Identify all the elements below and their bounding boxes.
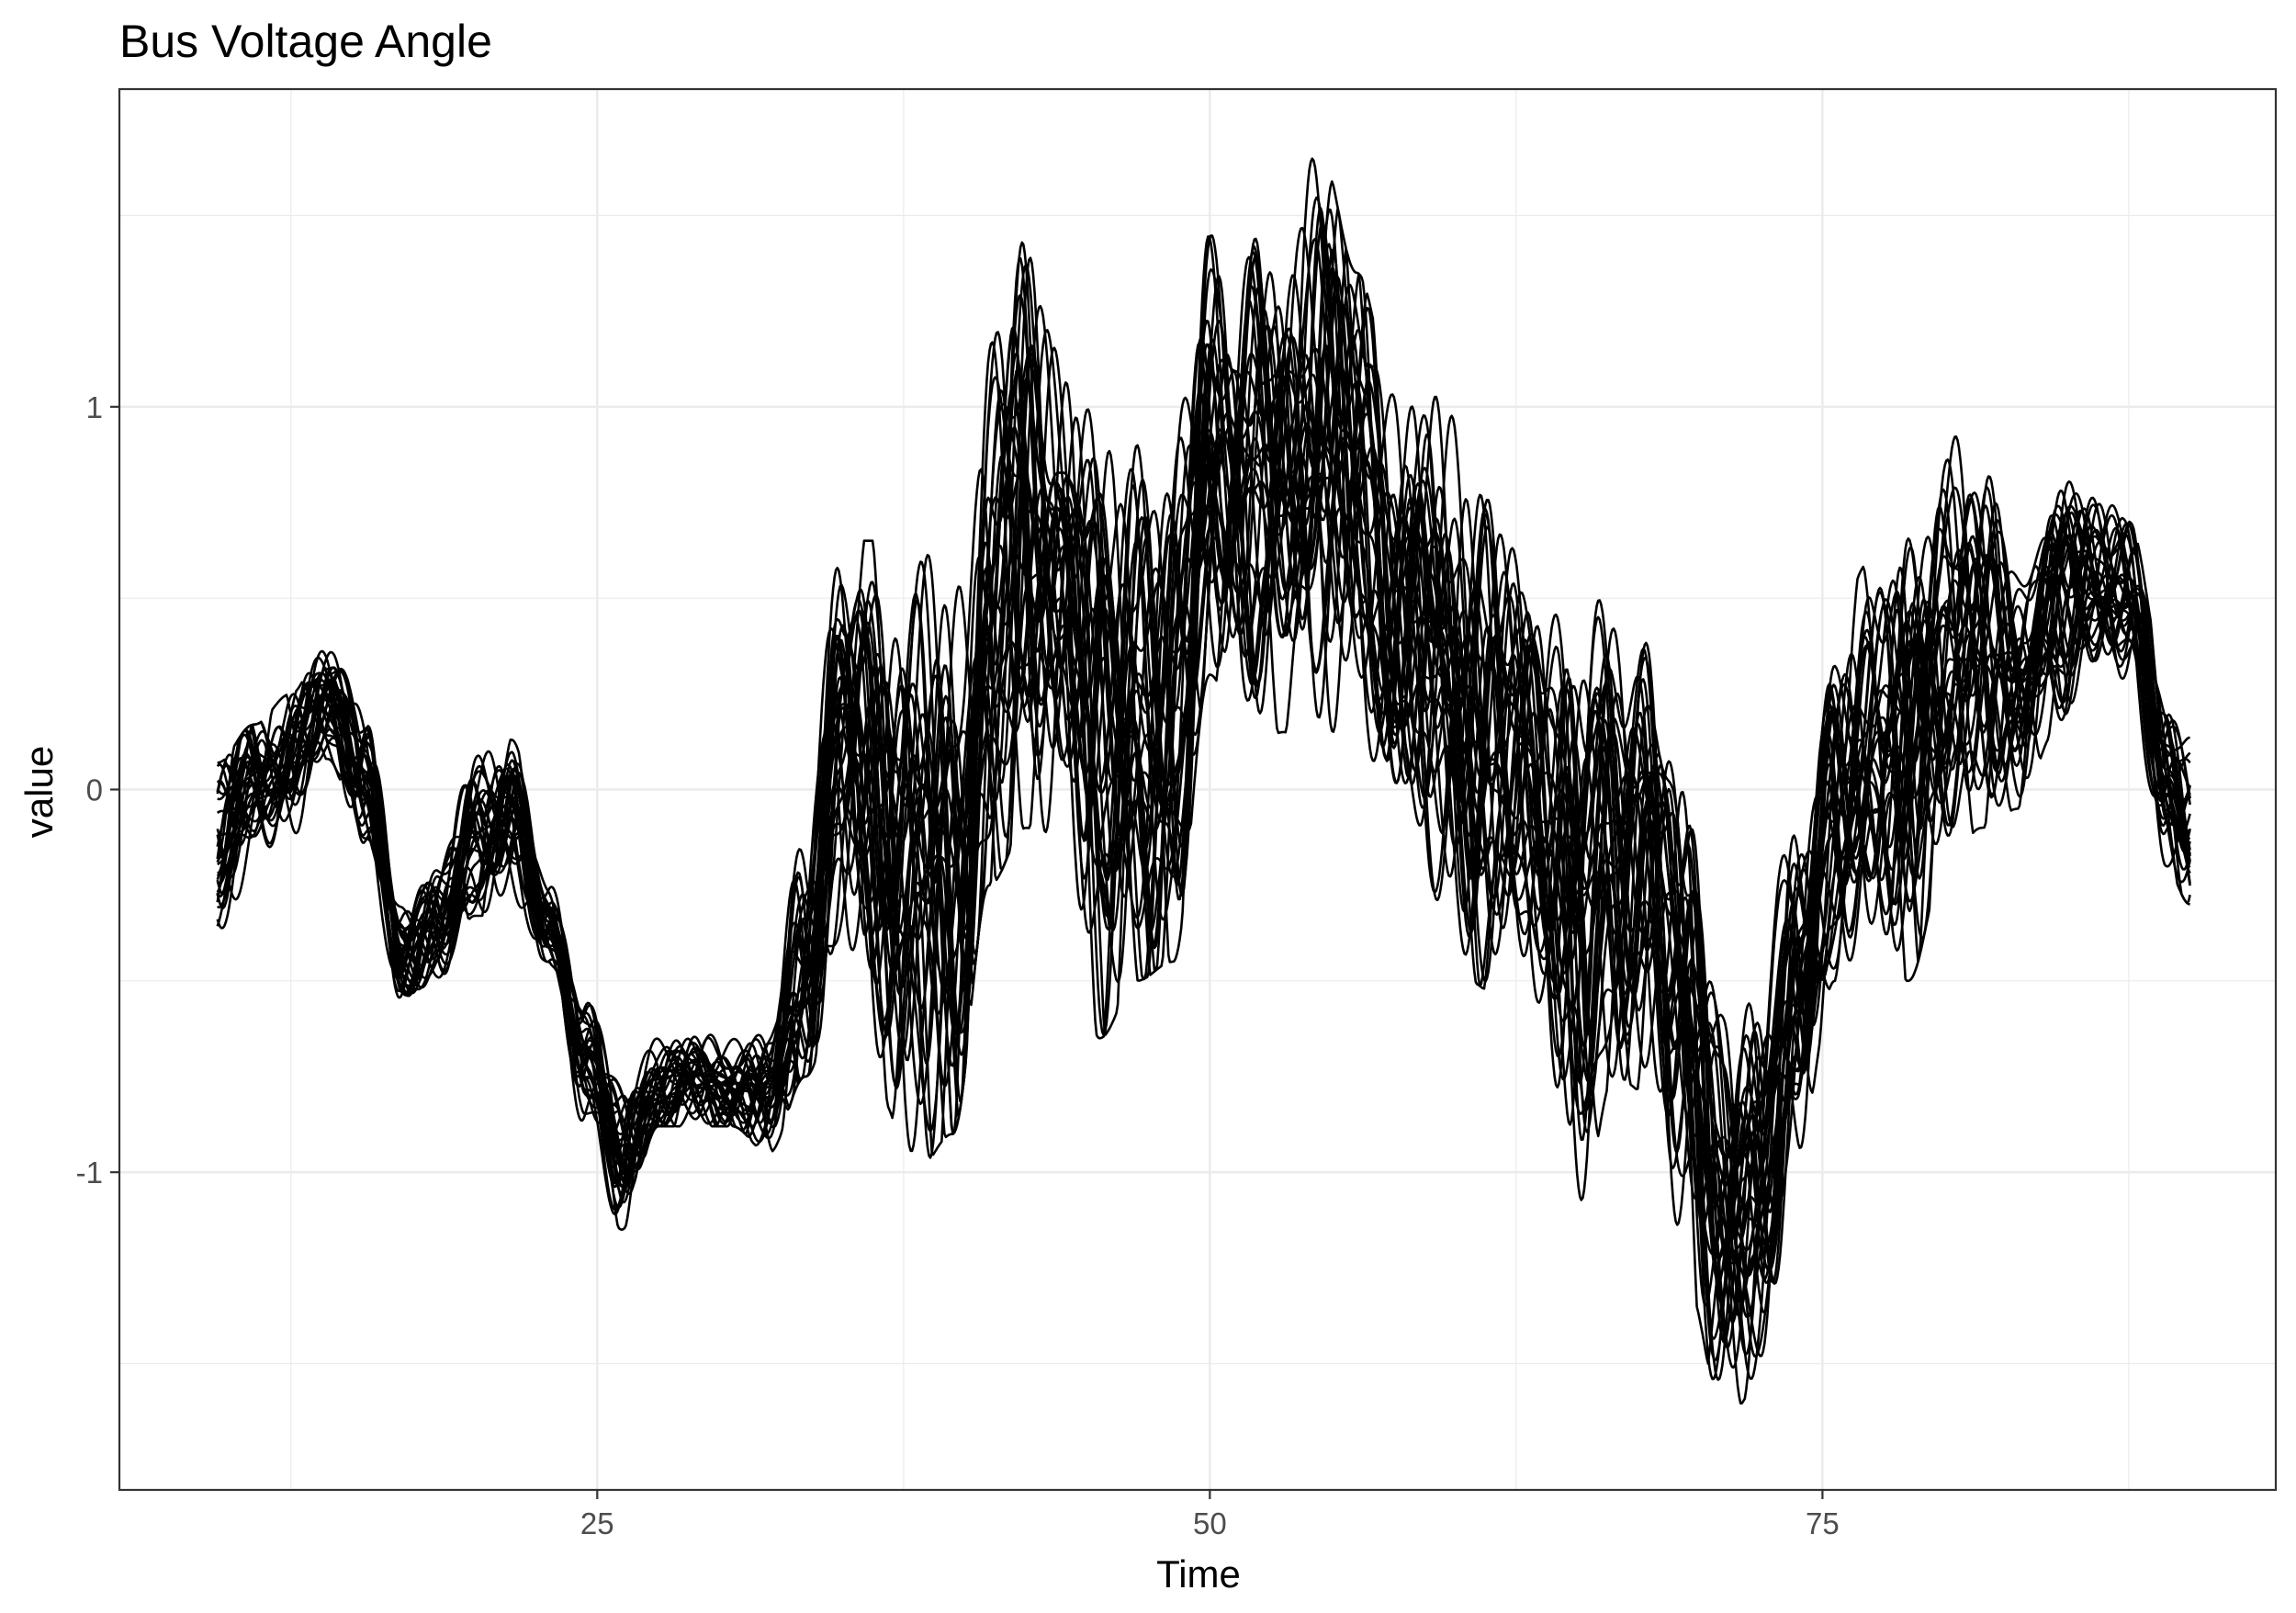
y-axis-title: value <box>17 746 61 838</box>
series-lines <box>216 157 2191 1405</box>
y-tick-label: -1 <box>76 1156 103 1190</box>
x-tick-label: 75 <box>1806 1506 1840 1540</box>
x-axis: 25 50 75 <box>580 1490 1840 1540</box>
x-axis-title: Time <box>1156 1552 1241 1596</box>
y-tick-label: 0 <box>86 773 103 807</box>
series-line <box>216 274 2190 1340</box>
chart-title: Bus Voltage Angle <box>119 16 492 67</box>
series-line <box>216 207 2191 1241</box>
y-axis: -1 0 1 <box>76 390 119 1190</box>
grid <box>119 89 2276 1490</box>
y-tick-label: 1 <box>86 390 103 424</box>
x-tick-label: 50 <box>1193 1506 1227 1540</box>
x-tick-label: 25 <box>580 1506 614 1540</box>
